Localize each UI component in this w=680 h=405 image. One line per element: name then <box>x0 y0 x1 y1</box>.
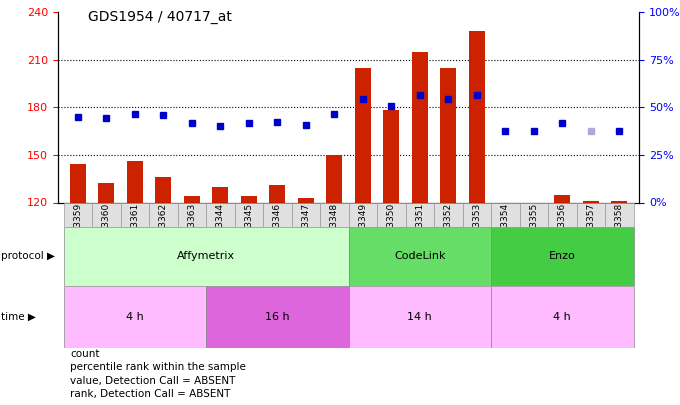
Bar <box>206 202 235 227</box>
Bar <box>235 202 263 227</box>
Text: protocol ▶: protocol ▶ <box>1 251 55 261</box>
Bar <box>491 202 520 227</box>
Bar <box>434 202 462 227</box>
Text: GSM73346: GSM73346 <box>273 203 282 252</box>
Bar <box>63 286 206 348</box>
Bar <box>127 161 143 202</box>
Text: 4 h: 4 h <box>554 312 571 322</box>
Bar <box>611 201 627 202</box>
Text: GSM73352: GSM73352 <box>444 203 453 252</box>
Bar <box>206 286 349 348</box>
Text: GSM73347: GSM73347 <box>301 203 310 252</box>
Text: GSM73362: GSM73362 <box>158 203 168 252</box>
Text: GSM73363: GSM73363 <box>187 203 197 252</box>
Bar <box>149 202 177 227</box>
Text: GSM73358: GSM73358 <box>615 203 624 252</box>
Text: GSM73361: GSM73361 <box>131 203 139 252</box>
Bar <box>99 183 114 202</box>
Bar <box>349 227 491 286</box>
Bar <box>405 202 434 227</box>
Bar <box>177 202 206 227</box>
Bar <box>269 185 285 202</box>
Bar <box>92 202 120 227</box>
Text: 4 h: 4 h <box>126 312 143 322</box>
Bar <box>156 177 171 202</box>
Bar <box>384 111 399 202</box>
Bar <box>412 52 428 202</box>
Bar <box>462 202 491 227</box>
Text: GSM73345: GSM73345 <box>244 203 253 252</box>
Bar <box>63 227 349 286</box>
Bar <box>63 202 92 227</box>
Text: GSM73360: GSM73360 <box>102 203 111 252</box>
Bar <box>355 68 371 202</box>
Text: GSM73357: GSM73357 <box>586 203 595 252</box>
Bar <box>491 286 634 348</box>
Text: Enzo: Enzo <box>549 251 576 261</box>
Bar <box>548 202 577 227</box>
Text: 16 h: 16 h <box>265 312 290 322</box>
Bar <box>70 164 86 202</box>
Text: 14 h: 14 h <box>407 312 432 322</box>
Text: GSM73348: GSM73348 <box>330 203 339 252</box>
Bar <box>184 196 200 202</box>
Text: GSM73355: GSM73355 <box>529 203 539 252</box>
Bar <box>441 68 456 202</box>
Text: rank, Detection Call = ABSENT: rank, Detection Call = ABSENT <box>70 389 231 399</box>
Text: GSM73356: GSM73356 <box>558 203 566 252</box>
Text: time ▶: time ▶ <box>1 312 36 322</box>
Bar <box>292 202 320 227</box>
Bar <box>212 187 228 202</box>
Text: GSM73351: GSM73351 <box>415 203 424 252</box>
Text: percentile rank within the sample: percentile rank within the sample <box>70 362 246 372</box>
Bar <box>120 202 149 227</box>
Bar <box>605 202 634 227</box>
Bar <box>349 286 491 348</box>
Bar <box>577 202 605 227</box>
Text: GSM73344: GSM73344 <box>216 203 225 252</box>
Text: GSM73354: GSM73354 <box>500 203 510 252</box>
Text: GSM73349: GSM73349 <box>358 203 367 252</box>
Text: GSM73359: GSM73359 <box>73 203 82 252</box>
Text: Affymetrix: Affymetrix <box>177 251 235 261</box>
Bar <box>583 201 598 202</box>
Text: GDS1954 / 40717_at: GDS1954 / 40717_at <box>88 10 233 24</box>
Bar <box>326 155 342 202</box>
Text: count: count <box>70 349 99 359</box>
Bar <box>469 31 485 202</box>
Text: GSM73353: GSM73353 <box>472 203 481 252</box>
Bar <box>554 194 570 202</box>
Text: CodeLink: CodeLink <box>394 251 445 261</box>
Bar <box>377 202 405 227</box>
Bar <box>241 196 256 202</box>
Bar <box>298 198 313 202</box>
Bar <box>349 202 377 227</box>
Bar <box>320 202 348 227</box>
Bar <box>520 202 548 227</box>
Bar <box>263 202 292 227</box>
Text: value, Detection Call = ABSENT: value, Detection Call = ABSENT <box>70 376 235 386</box>
Bar <box>491 227 634 286</box>
Text: GSM73350: GSM73350 <box>387 203 396 252</box>
